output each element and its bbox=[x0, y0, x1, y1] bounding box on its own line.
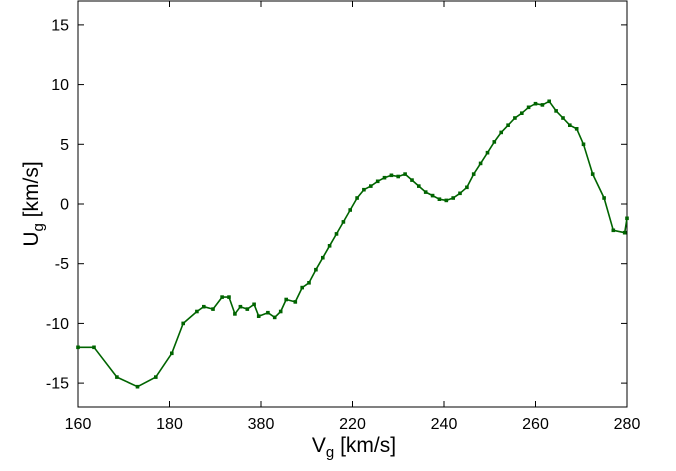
data-point bbox=[458, 191, 462, 196]
data-point bbox=[444, 198, 449, 203]
data-point bbox=[622, 230, 627, 235]
y-tick-label: 5 bbox=[60, 137, 69, 154]
data-point bbox=[341, 220, 346, 224]
data-point bbox=[499, 130, 503, 135]
data-point bbox=[471, 172, 476, 176]
data-point bbox=[284, 297, 288, 302]
data-point bbox=[327, 244, 332, 248]
x-tick-label: 180 bbox=[156, 416, 183, 433]
data-point bbox=[590, 172, 595, 176]
data-point bbox=[348, 208, 352, 212]
data-point bbox=[554, 109, 558, 113]
data-point bbox=[76, 345, 80, 350]
y-tick-label: 10 bbox=[51, 77, 69, 94]
data-point bbox=[533, 101, 538, 106]
data-point bbox=[437, 197, 442, 201]
data-point bbox=[369, 184, 373, 188]
y-tick-label: -5 bbox=[55, 256, 69, 273]
data-point bbox=[520, 111, 524, 115]
axis-ticks bbox=[77, 1, 628, 407]
y-tick-label: -10 bbox=[46, 316, 69, 333]
data-point bbox=[195, 309, 199, 314]
x-tick-label: 240 bbox=[431, 416, 458, 433]
y-tick-label: -15 bbox=[46, 376, 69, 393]
data-point bbox=[451, 196, 455, 200]
data-point bbox=[540, 103, 545, 107]
data-point bbox=[625, 216, 629, 221]
y-axis-label-unit: [km/s] bbox=[20, 161, 43, 223]
x-axis-label-main: V bbox=[312, 434, 326, 457]
x-axis-label: Vg [km/s] bbox=[312, 434, 396, 461]
data-point bbox=[375, 179, 380, 184]
x-tick-label: 280 bbox=[614, 416, 641, 433]
y-axis-label-main: U bbox=[20, 232, 43, 247]
y-axis-label: Ug [km/s] bbox=[20, 161, 47, 246]
x-tick-label: 260 bbox=[522, 416, 549, 433]
data-point bbox=[611, 228, 616, 233]
x-tick-label: 160 bbox=[65, 416, 92, 433]
data-point bbox=[170, 351, 174, 356]
y-tick-label: 0 bbox=[60, 197, 69, 214]
data-point bbox=[513, 116, 517, 120]
data-point bbox=[526, 105, 531, 110]
data-point bbox=[581, 142, 586, 147]
x-axis-label-subscript: g bbox=[326, 444, 334, 461]
data-point bbox=[574, 127, 579, 131]
data-point bbox=[382, 175, 387, 180]
data-point bbox=[362, 187, 366, 192]
x-axis-label-unit: [km/s] bbox=[334, 434, 396, 457]
data-point bbox=[92, 345, 96, 350]
data-point bbox=[430, 193, 435, 198]
data-point bbox=[492, 140, 497, 144]
data-point bbox=[300, 285, 304, 290]
data-point bbox=[135, 384, 140, 389]
data-point bbox=[252, 302, 256, 307]
data-point bbox=[478, 161, 483, 166]
y-axis-label-subscript: g bbox=[30, 223, 47, 231]
data-point bbox=[227, 295, 231, 299]
data-point bbox=[202, 304, 206, 309]
data-point bbox=[602, 196, 606, 200]
data-point bbox=[403, 172, 407, 176]
data-point bbox=[568, 123, 572, 127]
series-layer bbox=[76, 99, 629, 389]
data-point bbox=[211, 307, 215, 311]
data-point bbox=[293, 300, 298, 304]
data-point bbox=[321, 255, 325, 260]
data-point bbox=[233, 312, 237, 316]
data-point bbox=[423, 190, 428, 194]
data-point bbox=[389, 173, 394, 178]
data-point bbox=[396, 174, 400, 179]
data-point bbox=[238, 304, 243, 309]
data-point bbox=[417, 184, 421, 188]
x-tick-label: 380 bbox=[248, 416, 275, 433]
data-point bbox=[561, 116, 565, 120]
series-line bbox=[78, 100, 628, 388]
data-point bbox=[256, 314, 261, 318]
data-point bbox=[355, 196, 359, 200]
data-point bbox=[314, 267, 318, 272]
y-tick-label: 15 bbox=[51, 17, 69, 34]
data-point bbox=[266, 310, 270, 315]
axis-tick-labels: 160 180 380 220 240 260 280 15 10 5 0 -5 -10 -15 bbox=[46, 17, 641, 433]
data-point bbox=[465, 185, 469, 190]
data-point bbox=[245, 307, 250, 311]
data-point bbox=[181, 321, 185, 326]
data-point bbox=[307, 281, 311, 285]
data-point bbox=[506, 123, 510, 127]
data-point bbox=[154, 375, 158, 379]
plot-frame bbox=[77, 0, 628, 408]
data-point bbox=[334, 232, 339, 236]
data-point bbox=[220, 295, 224, 299]
data-point bbox=[272, 315, 277, 320]
data-point bbox=[115, 375, 119, 379]
data-point bbox=[410, 178, 414, 182]
x-tick-label: 220 bbox=[339, 416, 366, 433]
data-point bbox=[485, 150, 490, 155]
data-point bbox=[278, 309, 283, 314]
data-point bbox=[547, 99, 551, 104]
